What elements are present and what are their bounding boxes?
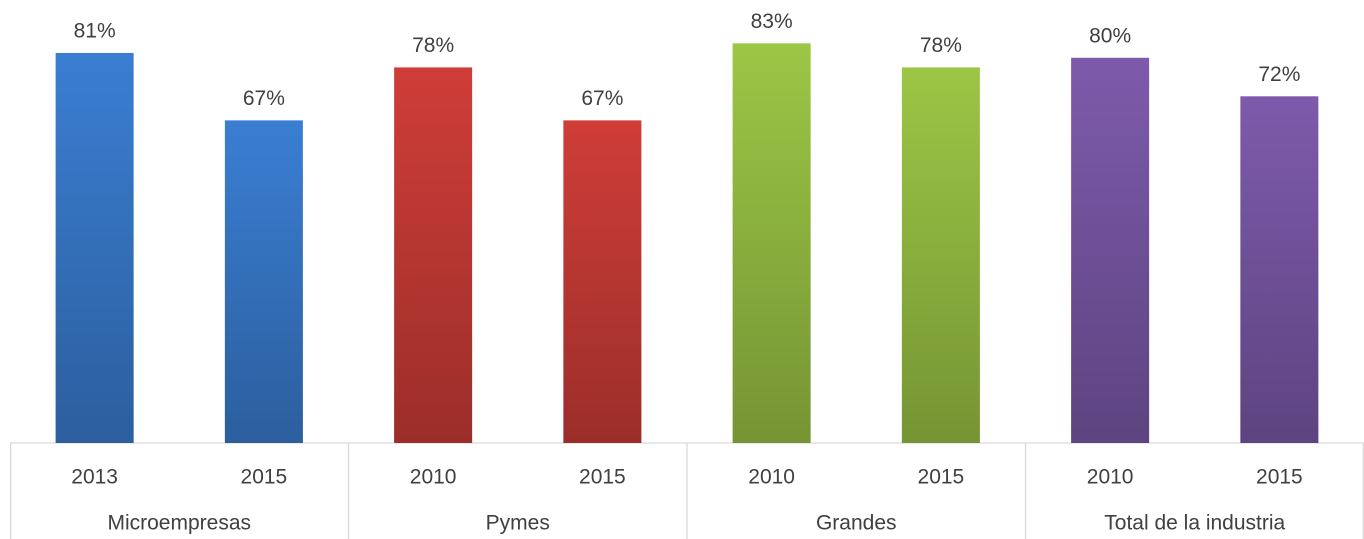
bar-shade [55,52,134,443]
bar-shade [1071,57,1150,444]
group-label: Pymes [486,512,550,535]
value-label: 72% [1258,63,1300,86]
value-label: 67% [243,87,285,110]
x-tick-label: 2010 [1087,466,1134,489]
value-label: 67% [581,87,623,110]
bar-shade [394,67,473,444]
bar-shade [1240,96,1319,443]
group-label: Microempresas [107,512,251,535]
bar-shade [563,120,642,443]
bar-shade [224,120,303,443]
x-tick-label: 2015 [579,466,626,489]
x-tick-label: 2013 [71,466,118,489]
bar-shade [732,43,811,444]
value-label: 83% [751,10,793,33]
value-label: 78% [412,34,454,57]
x-tick-label: 2015 [1256,466,1303,489]
value-label: 80% [1089,24,1131,47]
x-tick-label: 2010 [410,466,457,489]
group-label: Total de la industria [1104,512,1285,535]
x-tick-label: 2015 [918,466,965,489]
value-label: 78% [920,34,962,57]
bar-shade [901,67,980,444]
value-label: 81% [74,20,116,43]
group-label: Grandes [816,512,897,535]
x-tick-label: 2010 [748,466,795,489]
x-tick-label: 2015 [241,466,288,489]
